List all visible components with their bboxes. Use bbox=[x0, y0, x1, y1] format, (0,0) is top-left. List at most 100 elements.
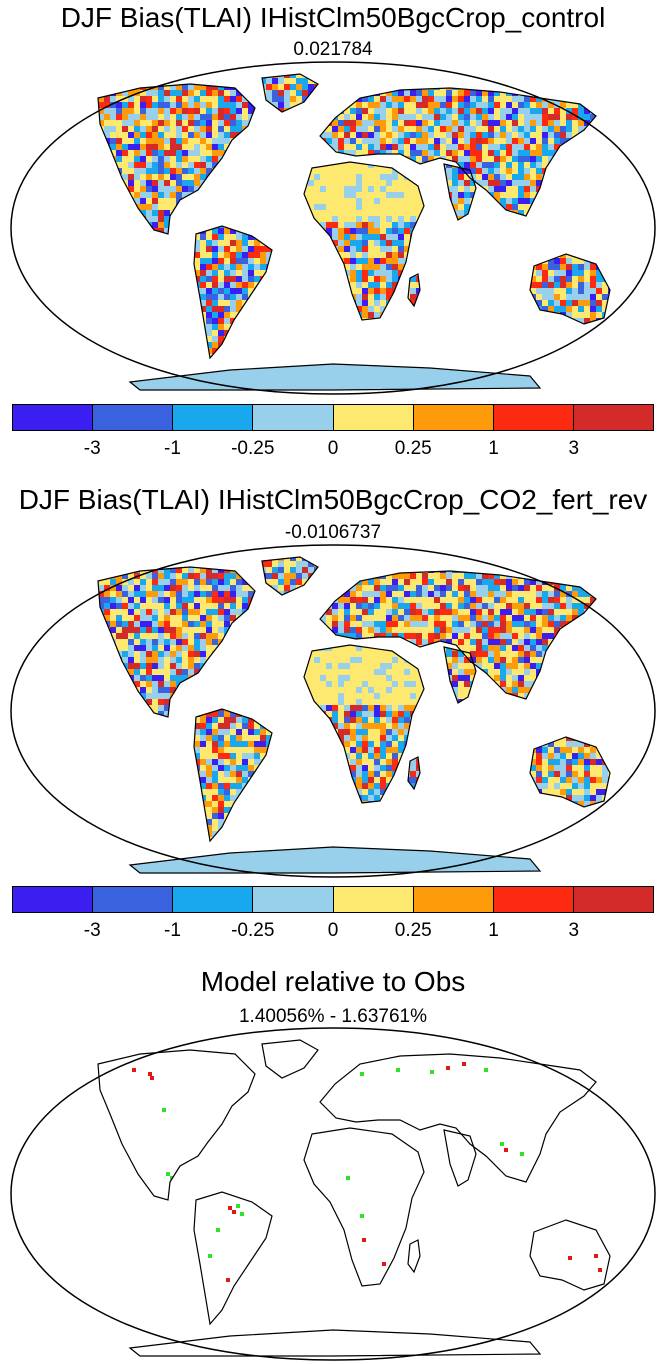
grid-cell bbox=[518, 276, 524, 282]
grid-cell bbox=[608, 102, 610, 108]
grid-cell bbox=[596, 78, 602, 84]
grid-cell bbox=[374, 186, 380, 192]
grid-cell bbox=[254, 324, 260, 330]
grid-cell bbox=[92, 132, 98, 138]
grid-cell bbox=[344, 306, 350, 312]
grid-cell bbox=[134, 180, 140, 186]
grid-cell bbox=[518, 180, 524, 186]
grid-cell bbox=[272, 138, 278, 144]
grid-cell bbox=[272, 174, 278, 180]
grid-cell bbox=[314, 144, 320, 150]
grid-cell bbox=[440, 246, 446, 252]
grid-cell bbox=[620, 270, 626, 276]
grid-cell bbox=[20, 132, 26, 138]
grid-cell bbox=[566, 168, 572, 174]
grid-cell bbox=[122, 330, 128, 336]
grid-cell bbox=[278, 120, 284, 126]
grid-cell bbox=[248, 288, 254, 294]
grid-cell bbox=[146, 96, 152, 102]
grid-cell bbox=[308, 324, 314, 330]
grid-cell bbox=[104, 120, 110, 126]
grid-cell bbox=[314, 306, 320, 312]
grid-cell bbox=[314, 228, 320, 234]
grid-cell bbox=[14, 336, 20, 342]
grid-cell bbox=[350, 270, 356, 276]
grid-cell bbox=[260, 282, 266, 288]
grid-cell bbox=[614, 168, 620, 174]
grid-cell bbox=[368, 180, 374, 186]
grid-cell bbox=[290, 288, 296, 294]
grid-cell bbox=[596, 204, 602, 210]
grid-cell bbox=[218, 300, 224, 306]
grid-cell bbox=[458, 252, 464, 258]
grid-cell bbox=[80, 312, 86, 318]
grid-cell bbox=[644, 84, 650, 90]
grid-cell bbox=[494, 228, 500, 234]
grid-cell bbox=[50, 126, 56, 132]
grid-cell bbox=[536, 126, 542, 132]
grid-cell bbox=[230, 234, 236, 240]
grid-cell bbox=[14, 132, 20, 138]
grid-cell bbox=[608, 288, 610, 294]
grid-cell bbox=[626, 300, 632, 306]
grid-cell bbox=[530, 78, 536, 84]
grid-cell bbox=[74, 300, 80, 306]
grid-cell bbox=[44, 246, 50, 252]
grid-cell bbox=[650, 168, 656, 174]
grid-cell bbox=[266, 132, 272, 138]
grid-cell bbox=[536, 246, 542, 252]
grid-cell bbox=[260, 114, 266, 120]
grid-cell bbox=[368, 264, 374, 270]
grid-cell bbox=[488, 222, 494, 228]
grid-cell bbox=[650, 180, 656, 186]
grid-cell bbox=[416, 324, 422, 330]
grid-cell bbox=[146, 330, 152, 336]
grid-cell bbox=[494, 210, 500, 216]
grid-cell bbox=[302, 132, 308, 138]
grid-cell bbox=[500, 252, 506, 258]
grid-cell bbox=[494, 234, 500, 240]
grid-cell bbox=[362, 168, 368, 174]
grid-cell bbox=[110, 246, 116, 252]
grid-cell bbox=[80, 162, 86, 168]
grid-cell bbox=[26, 306, 32, 312]
grid-cell bbox=[554, 324, 560, 330]
grid-cell bbox=[416, 156, 422, 162]
grid-cell bbox=[602, 324, 608, 330]
grid-cell bbox=[380, 306, 386, 312]
grid-cell bbox=[308, 234, 314, 240]
grid-cell bbox=[20, 156, 26, 162]
grid-cell bbox=[446, 294, 452, 300]
grid-cell bbox=[296, 84, 302, 90]
grid-cell bbox=[230, 258, 236, 264]
grid-cell bbox=[290, 108, 296, 114]
grid-cell bbox=[410, 144, 416, 150]
grid-cell bbox=[494, 186, 500, 192]
grid-cell bbox=[164, 168, 170, 174]
grid-cell bbox=[332, 300, 338, 306]
grid-cell bbox=[110, 138, 116, 144]
grid-cell bbox=[476, 312, 482, 318]
grid-cell bbox=[560, 240, 566, 246]
grid-cell bbox=[554, 300, 560, 306]
grid-cell bbox=[626, 216, 632, 222]
grid-cell bbox=[116, 138, 122, 144]
grid-cell bbox=[398, 114, 404, 120]
grid-cell bbox=[572, 108, 578, 114]
grid-cell bbox=[290, 222, 296, 228]
grid-cell bbox=[596, 156, 602, 162]
grid-cell bbox=[320, 90, 326, 96]
grid-cell bbox=[44, 252, 50, 258]
grid-cell bbox=[596, 74, 602, 78]
grid-cell bbox=[422, 348, 428, 354]
grid-cell bbox=[392, 114, 398, 120]
grid-cell bbox=[362, 102, 368, 108]
grid-cell bbox=[206, 276, 212, 282]
grid-cell bbox=[170, 276, 176, 282]
grid-cell bbox=[494, 222, 500, 228]
grid-cell bbox=[164, 102, 170, 108]
grid-cell bbox=[464, 318, 470, 324]
grid-cell bbox=[284, 168, 290, 174]
grid-cell bbox=[152, 216, 158, 222]
grid-cell bbox=[560, 84, 566, 90]
